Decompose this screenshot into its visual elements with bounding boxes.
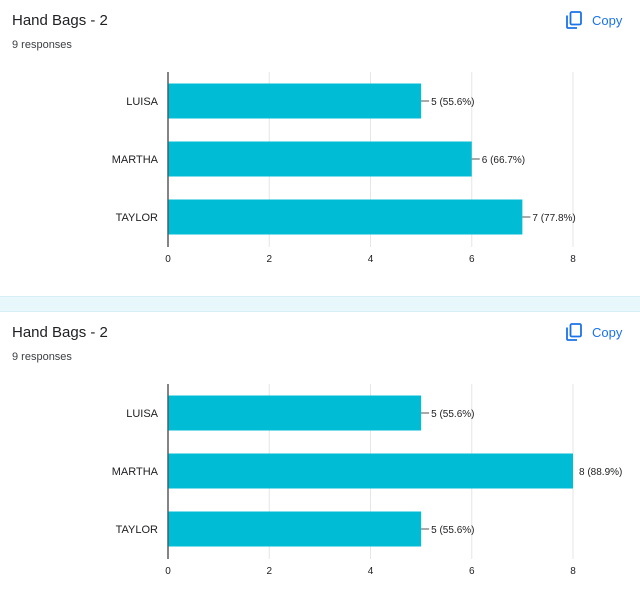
data-label: 5 (55.6%) xyxy=(431,97,474,108)
section-divider xyxy=(0,296,640,312)
copy-icon xyxy=(566,323,582,341)
data-label: 6 (66.7%) xyxy=(482,155,525,166)
category-label: TAYLOR xyxy=(116,212,158,224)
card-title: Hand Bags - 2 xyxy=(12,324,108,341)
x-tick-label: 2 xyxy=(266,566,272,577)
x-tick-label: 0 xyxy=(165,566,171,577)
bar-martha xyxy=(168,453,573,489)
x-tick-label: 4 xyxy=(368,254,374,265)
x-tick-label: 6 xyxy=(469,254,475,265)
card-title: Hand Bags - 2 xyxy=(12,12,108,29)
bar-chart: 0 2 4 6 8 LUISA 5 (55.6%) MARTHA 6 (66.7%) TAYLOR… xyxy=(112,72,576,265)
data-label: 5 (55.6%) xyxy=(431,525,474,536)
x-tick-label: 6 xyxy=(469,566,475,577)
copy-label: Copy xyxy=(592,12,623,28)
chart-card-2: Hand Bags - 2 9 responses Copy 0 2 4 6 8 LUIS… xyxy=(0,312,640,608)
bar-chart: 0 2 4 6 8 LUISA 5 (55.6%) MARTHA 8 (88.9%) TAYLOR… xyxy=(112,384,622,577)
category-label: MARTHA xyxy=(112,466,159,478)
bar-taylor xyxy=(168,511,422,547)
x-tick-label: 4 xyxy=(368,566,374,577)
bar-luisa xyxy=(168,83,422,119)
category-label: LUISA xyxy=(126,408,158,420)
data-label: 8 (88.9%) xyxy=(579,467,622,478)
x-tick-label: 8 xyxy=(570,566,576,577)
x-tick-label: 2 xyxy=(266,254,272,265)
response-count: 9 responses xyxy=(12,39,72,51)
bar-taylor xyxy=(168,199,523,235)
data-label: 5 (55.6%) xyxy=(431,409,474,420)
x-tick-label: 0 xyxy=(165,254,171,265)
copy-label: Copy xyxy=(592,324,623,340)
data-label: 7 (77.8%) xyxy=(532,213,575,224)
bar-martha xyxy=(168,141,472,177)
copy-button[interactable]: Copy xyxy=(566,321,622,343)
category-label: MARTHA xyxy=(112,154,159,166)
copy-button[interactable]: Copy xyxy=(566,9,622,31)
category-label: LUISA xyxy=(126,96,158,108)
category-label: TAYLOR xyxy=(116,524,158,536)
x-tick-label: 8 xyxy=(570,254,576,265)
bar-luisa xyxy=(168,395,422,431)
copy-icon xyxy=(566,11,582,29)
chart-card-1: Hand Bags - 2 9 responses Copy 0 2 4 6 8 LUIS… xyxy=(0,0,640,296)
response-count: 9 responses xyxy=(12,351,72,363)
